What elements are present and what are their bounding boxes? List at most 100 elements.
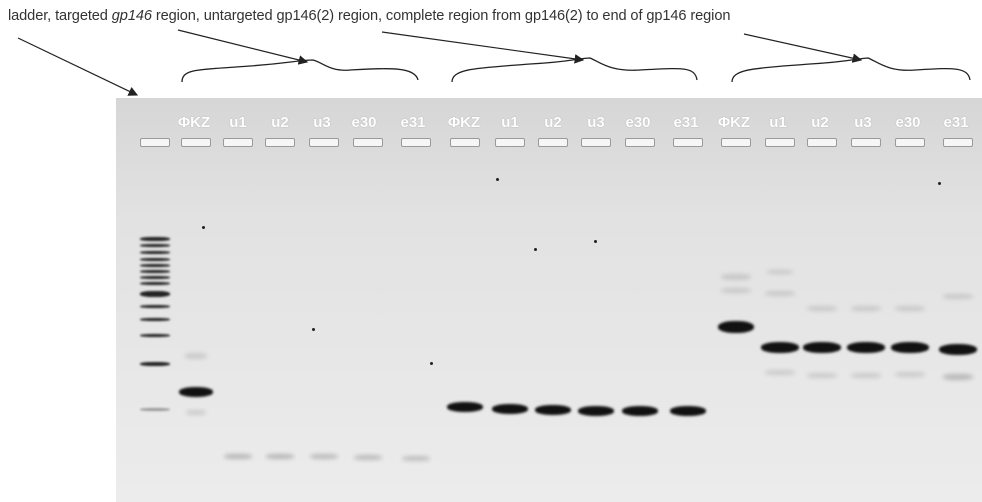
primer-dimer [354,455,382,460]
ladder-band [140,276,170,279]
well [401,138,431,147]
brace-targeted [181,59,419,83]
primer-dimer [402,456,430,461]
ladder-band [140,258,170,261]
faint-band [186,410,206,415]
faint-band [895,306,925,311]
lane-label-g3-e31: e31 [943,114,969,131]
speck [594,240,597,243]
caption-rest: region, untargeted gp146(2) region, comp… [151,8,731,24]
well [943,138,973,147]
pcr-band [179,387,213,397]
lane-label-g3-phikz: ΦKZ [717,114,751,131]
lane-label-g2-u2: u2 [544,114,562,131]
well [807,138,837,147]
pcr-band [670,406,706,416]
untargeted-arrow [381,31,585,64]
ladder-band [140,270,170,273]
primer-dimer [266,454,294,459]
ladder-band [140,318,170,321]
lane-label-g3-u3: u3 [854,114,872,131]
lane-label-g1-u2: u2 [271,114,289,131]
well [265,138,295,147]
pcr-band [447,402,483,412]
faint-band [721,274,751,280]
pcr-band [939,344,977,355]
ladder-band [140,291,170,297]
ladder-band [140,408,170,411]
well [223,138,253,147]
ladder-band [140,251,170,254]
speck [496,178,499,181]
agarose-gel-image: ΦKZ u1 u2 u3 e30 e31 ΦKZ u1 u2 u3 e30 e3… [116,98,982,502]
ladder-band [140,237,170,241]
lane-label-g3-u2: u2 [811,114,829,131]
ladder-arrow [17,37,139,96]
ladder-band [140,264,170,267]
ladder-band [140,362,170,366]
lane-label-g1-u3: u3 [313,114,331,131]
well [309,138,339,147]
well [353,138,383,147]
well [495,138,525,147]
ladder-band [140,244,170,247]
complete-arrow [743,33,863,63]
speck [312,328,315,331]
pcr-band [803,342,841,353]
well [140,138,170,147]
well [765,138,795,147]
pcr-band [578,406,614,416]
faint-band [767,270,793,274]
faint-band [943,294,973,299]
well [581,138,611,147]
pcr-band [891,342,929,353]
well [851,138,881,147]
lane-label-g1-phikz: ΦKZ [177,114,211,131]
pcr-band [761,342,799,353]
ladder-band [140,282,170,285]
speck [430,362,433,365]
pcr-band [847,342,885,353]
well [895,138,925,147]
pcr-band [492,404,528,414]
ladder-band [140,334,170,337]
brace-untargeted [451,57,698,83]
lane-label-g3-u1: u1 [769,114,787,131]
faint-band [765,291,795,296]
lane-label-g1-e31: e31 [400,114,426,131]
lane-label-g1-e30: e30 [351,114,377,131]
faint-band [851,306,881,311]
well [450,138,480,147]
faint-band [851,373,881,378]
pcr-band [622,406,658,416]
well [721,138,751,147]
primer-dimer [224,454,252,459]
pcr-band [718,321,754,333]
faint-band [721,288,751,293]
well [538,138,568,147]
well [673,138,703,147]
figure-caption: ladder, targeted gp146 region, untargete… [8,8,730,24]
faint-band [765,370,795,375]
targeted-arrow [177,29,309,65]
brace-complete [731,57,971,83]
lane-label-g2-e30: e30 [625,114,651,131]
speck [938,182,941,185]
faint-band [943,374,973,380]
speck [202,226,205,229]
lane-label-g2-phikz: ΦKZ [447,114,481,131]
speck [534,248,537,251]
pcr-band [535,405,571,415]
well [181,138,211,147]
lane-label-g2-u1: u1 [501,114,519,131]
faint-band [807,373,837,378]
primer-dimer [310,454,338,459]
lane-label-g2-u3: u3 [587,114,605,131]
lane-label-g3-e30: e30 [895,114,921,131]
faint-band [807,306,837,311]
lane-label-g2-e31: e31 [673,114,699,131]
well [625,138,655,147]
caption-ladder: ladder, targeted [8,8,112,24]
ladder-band [140,305,170,308]
